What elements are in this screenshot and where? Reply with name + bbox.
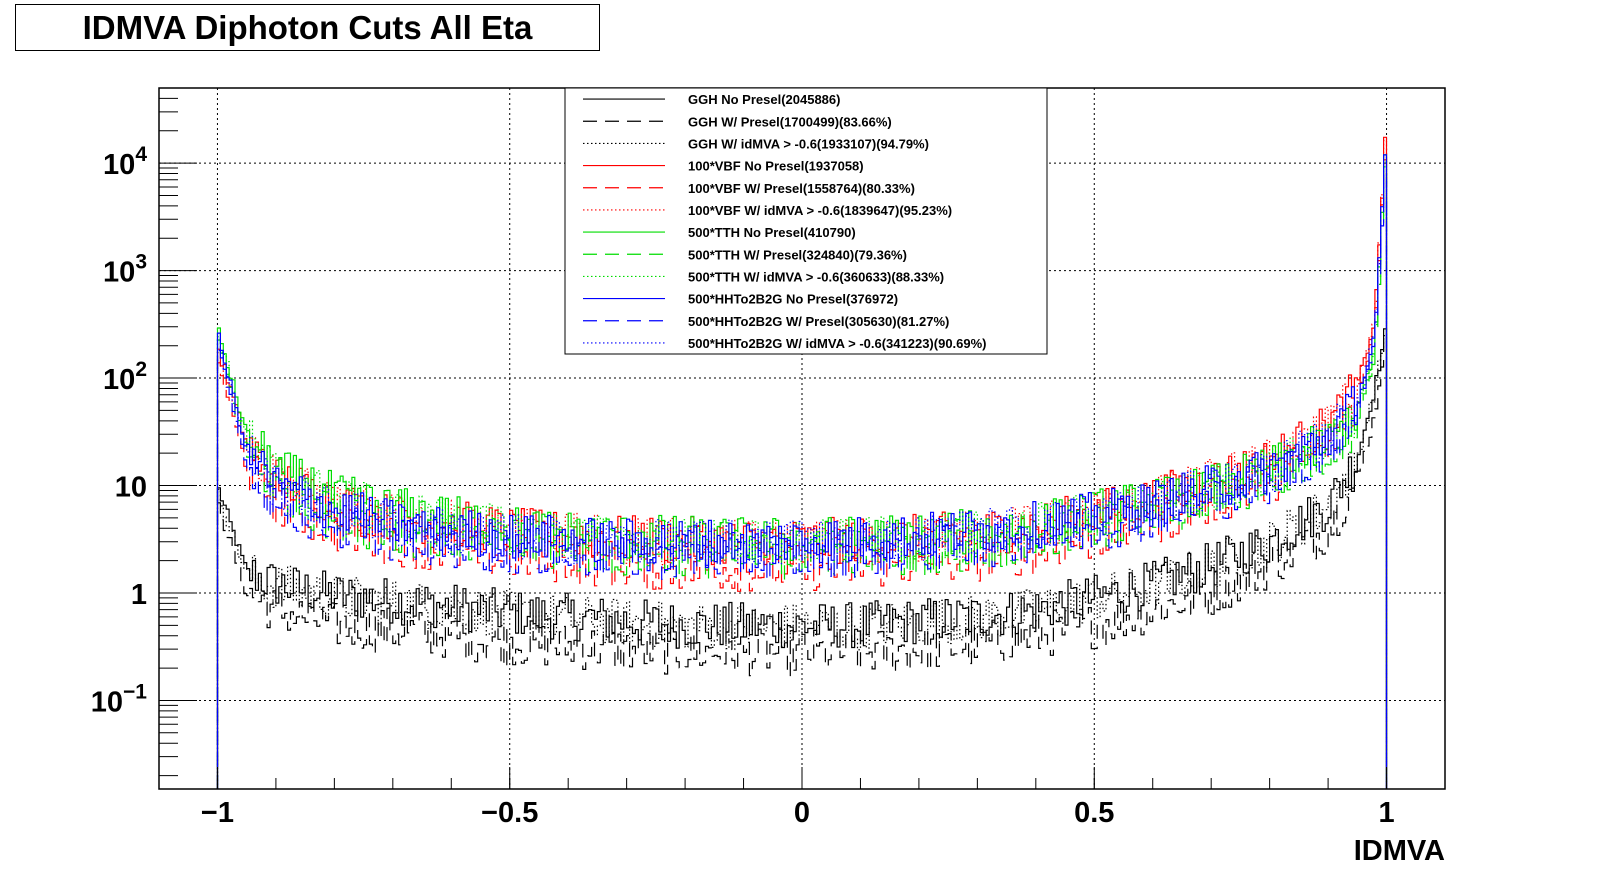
series-line: [216, 328, 1388, 789]
legend-label: GGH W/ idMVA > -0.6(1933107)(94.79%): [688, 136, 929, 151]
x-tick-label: 0.5: [1074, 797, 1114, 829]
y-tick-label: 104: [103, 143, 147, 181]
legend-label: 500*HHTo2B2G W/ Presel(305630)(81.27%): [688, 314, 949, 329]
legend: GGH No Presel(2045886) GGH W/ Presel(1700…: [564, 87, 1048, 355]
x-axis-title: IDMVA: [1354, 835, 1445, 867]
series-group: [216, 136, 1388, 789]
legend-label: 100*VBF W/ idMVA > -0.6(1839647)(95.23%): [688, 203, 952, 218]
legend-label: 500*TTH W/ Presel(324840)(79.36%): [688, 247, 907, 262]
axis-ticks: [158, 87, 1446, 789]
y-tick-label: 102: [103, 358, 147, 396]
series-line: [216, 336, 1388, 789]
x-tick-label: 1: [1378, 797, 1394, 829]
x-tick-label: 0: [794, 797, 810, 829]
tick-labels: −1 −0.5 0 0.5 1 10−1 1 10 102 103 104: [91, 143, 1395, 829]
legend-label: 500*HHTo2B2G No Presel(376972): [688, 292, 898, 307]
series-line: [216, 161, 1388, 789]
legend-label: GGH W/ Presel(1700499)(83.66%): [688, 114, 892, 129]
y-tick-label: 10: [115, 472, 147, 504]
legend-label: 100*VBF W/ Presel(1558764)(80.33%): [688, 181, 915, 196]
x-tick-label: −1: [201, 797, 234, 829]
legend-label: GGH No Presel(2045886): [688, 92, 840, 107]
y-tick-label: 10−1: [91, 680, 148, 718]
series-line: [216, 154, 1388, 789]
series-line: [216, 174, 1388, 789]
chart-title: IDMVA Diphoton Cuts All Eta: [15, 4, 600, 51]
y-tick-label: 103: [103, 251, 147, 289]
legend-label: 500*HHTo2B2G W/ idMVA > -0.6(341223)(90.…: [688, 336, 987, 351]
legend-box: [564, 87, 1048, 355]
x-tick-label: −0.5: [481, 797, 538, 829]
series-line: [216, 335, 1388, 789]
y-tick-label: 1: [131, 579, 147, 611]
legend-label: 100*VBF No Presel(1937058): [688, 159, 864, 174]
legend-label: 500*TTH W/ idMVA > -0.6(360633)(88.33%): [688, 269, 944, 284]
legend-label: 500*TTH No Presel(410790): [688, 225, 856, 240]
